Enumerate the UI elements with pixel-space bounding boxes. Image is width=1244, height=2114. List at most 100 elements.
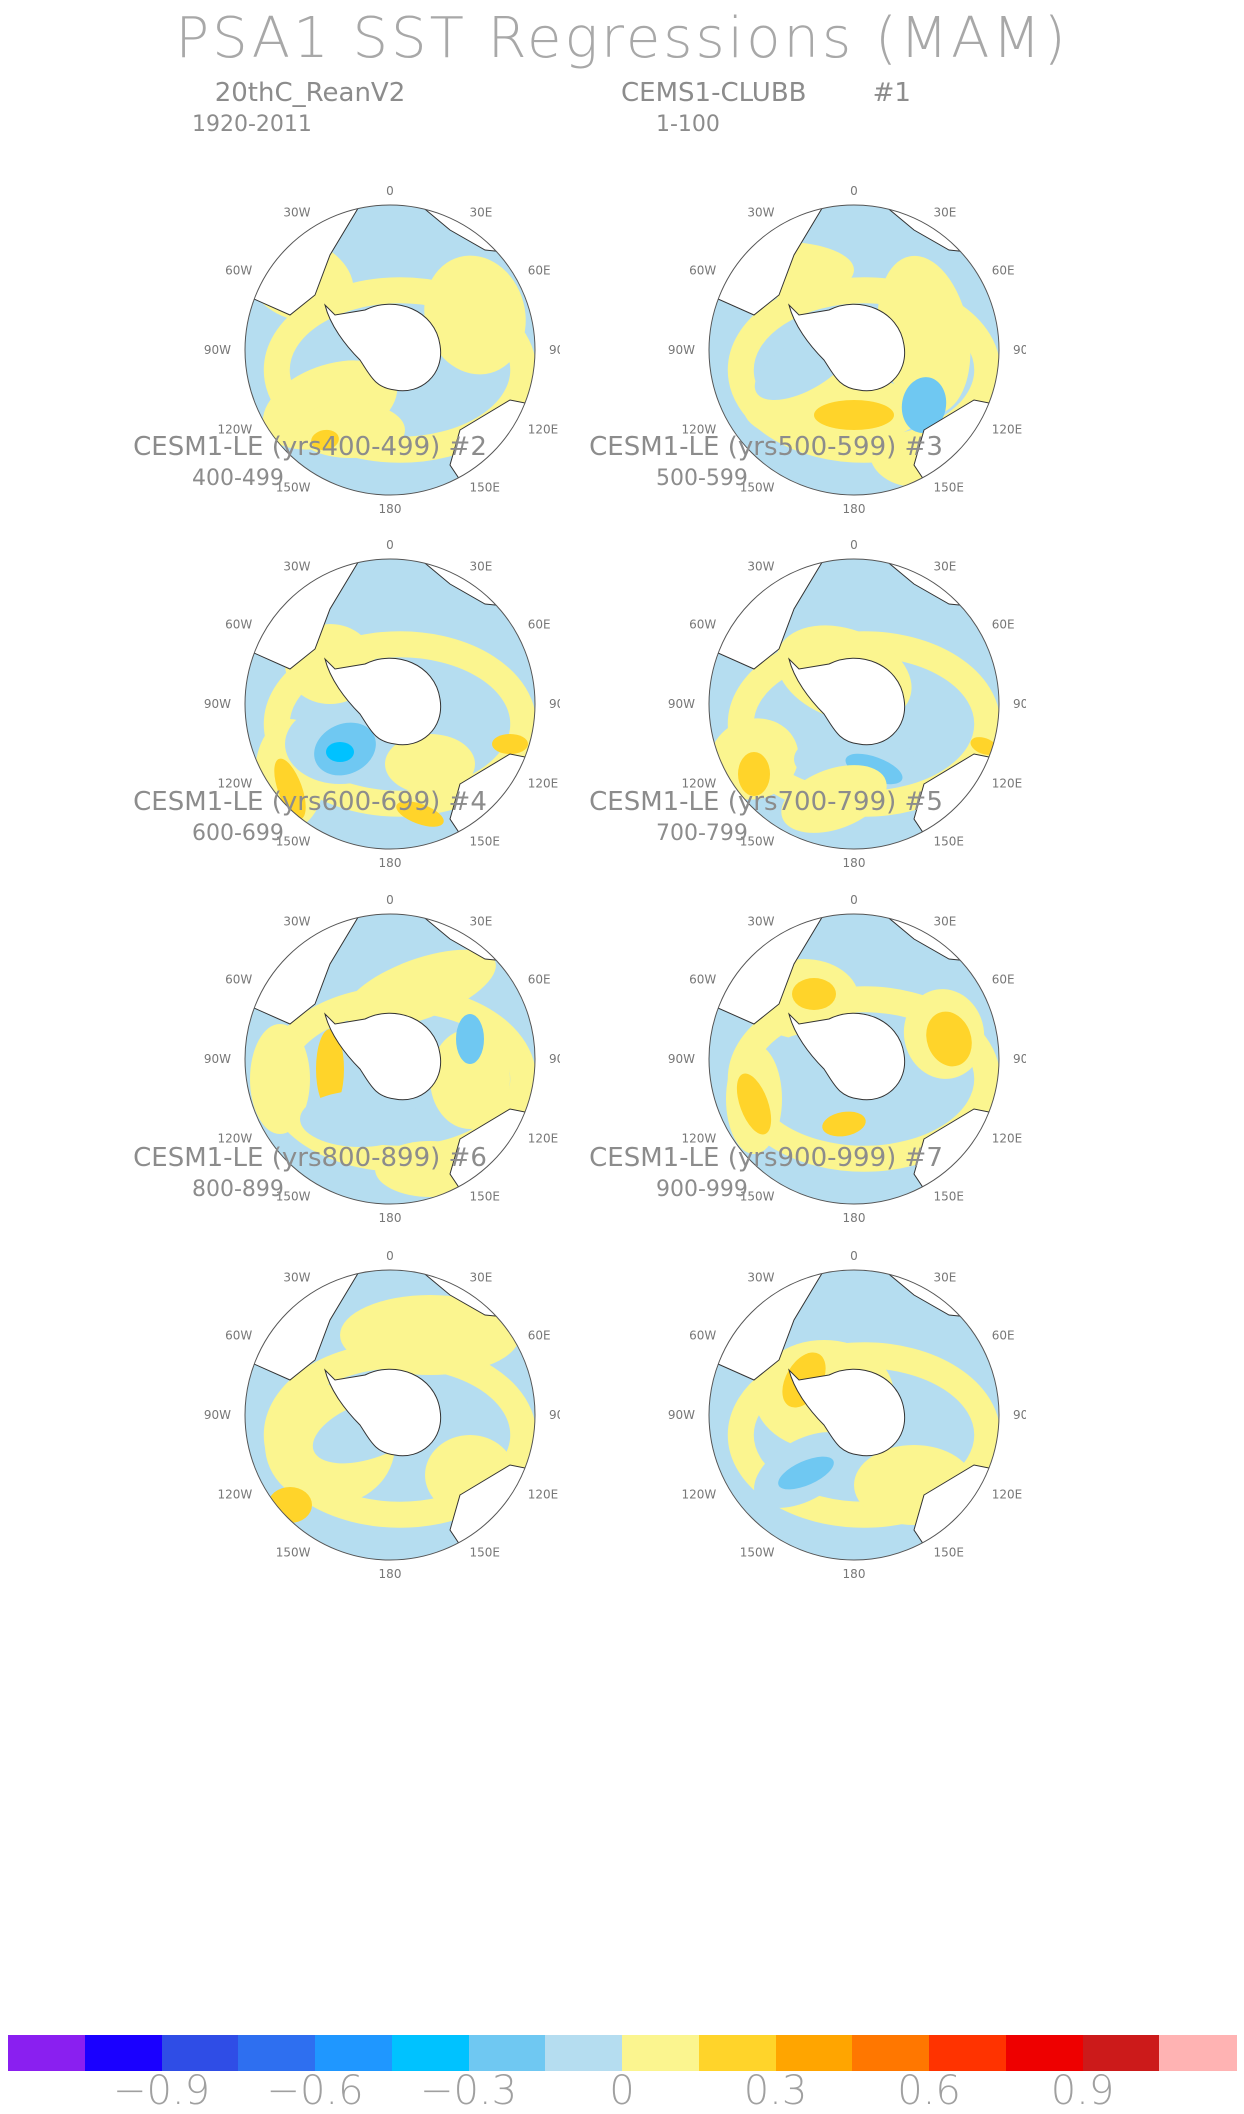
colorbar-tick-label: 0 [609, 2068, 635, 2114]
polar-map: 0 30E 60E 90E 120E 150E 180 150W 120W 90W 60W 30W [668, 1249, 1026, 1581]
panel-title-text: CEMS1-CLUBB [621, 78, 807, 108]
longitude-label: 180 [843, 856, 866, 870]
anomaly-contour [456, 1014, 484, 1064]
longitude-label: 120W [218, 777, 253, 791]
colorbar-segment [315, 2035, 393, 2071]
anomaly-contour [344, 949, 496, 1029]
anomaly-contour [822, 1111, 866, 1137]
anomaly-contour [326, 742, 354, 762]
longitude-label: 90W [204, 1052, 231, 1066]
longitude-label: 60W [689, 1329, 716, 1343]
colorbar-tick-label: −0.9 [112, 2068, 211, 2114]
longitude-label: 0 [850, 893, 858, 907]
anomaly-contour [274, 758, 306, 820]
longitude-label: 150W [276, 1546, 311, 1560]
panel-tag: #3 [896, 432, 943, 462]
polar-map: 0 30E 60E 90E 120E 150E 180 150W 120W 90W 60W 30W [204, 538, 560, 870]
longitude-label: 150W [740, 481, 775, 495]
panel-title-text: CESM1-LE (yrs700-799) [589, 787, 897, 817]
anomaly-contour [424, 255, 526, 375]
antarctica-landmass [324, 1368, 442, 1457]
colorbar-tick-label: −0.3 [419, 2068, 518, 2114]
longitude-label: 30W [283, 205, 310, 219]
longitude-label: 60E [992, 973, 1015, 987]
longitude-label: 0 [850, 184, 858, 198]
map-boundary [708, 558, 1000, 850]
longitude-label: 30W [283, 559, 310, 573]
longitude-label: 180 [379, 1211, 402, 1225]
anomaly-contour [340, 1295, 520, 1375]
longitude-label: 30E [934, 205, 957, 219]
polar-map: 0 30E 60E 90E 120E 150E 180 150W 120W 90W 60W 30W [668, 893, 1026, 1225]
colorbar-segment [468, 2035, 546, 2071]
map-panel: CEMS1-CLUBB #1 1-100 0 30E 60E 90E 120E 150E 180… [466, 78, 1026, 548]
colorbar-segment [1005, 2035, 1083, 2071]
anomaly-contour [316, 1029, 344, 1109]
anomaly-contour [736, 1073, 772, 1135]
panel-period: 500-599 [656, 466, 748, 491]
colorbar [8, 2035, 1237, 2071]
longitude-label: 90E [1013, 1408, 1026, 1422]
longitude-label: 120W [218, 1132, 253, 1146]
longitude-label: 150E [934, 835, 965, 849]
anomaly-contour [814, 400, 894, 430]
longitude-label: 180 [379, 856, 402, 870]
longitude-label: 120W [682, 423, 717, 437]
longitude-label: 180 [379, 502, 402, 516]
longitude-label: 150E [470, 835, 501, 849]
longitude-label: 90W [204, 343, 231, 357]
map-panel: CESM1-LE (yrs400-499) #2 400-499 0 30E 60E 90… [0, 432, 560, 902]
longitude-label: 60E [528, 1329, 551, 1343]
map-panel: CESM1-LE (yrs500-599) #3 500-599 0 30E 60E 90… [466, 432, 1026, 902]
anomaly-contour [250, 1024, 310, 1134]
longitude-label: 120E [992, 777, 1023, 791]
anomaly-contour [385, 734, 475, 794]
longitude-label: 60W [225, 264, 252, 278]
panel-tag: #1 [806, 78, 911, 108]
longitude-label: 90E [1013, 697, 1026, 711]
anomaly-contour [738, 752, 770, 796]
longitude-label: 120E [528, 423, 559, 437]
map-boundary [244, 558, 536, 850]
longitude-label: 150E [470, 1546, 501, 1560]
longitude-label: 30W [747, 1270, 774, 1284]
longitude-label: 30E [934, 1270, 957, 1284]
colorbar-segment [1159, 2035, 1237, 2071]
panel-title: CESM1-LE (yrs700-799) #5 [556, 787, 976, 817]
longitude-label: 0 [850, 1249, 858, 1263]
colorbar-segment [238, 2035, 316, 2071]
longitude-label: 30W [747, 205, 774, 219]
longitude-label: 90E [549, 1408, 560, 1422]
panel-period: 600-699 [192, 821, 284, 846]
map-boundary [708, 204, 1000, 496]
longitude-label: 60W [689, 264, 716, 278]
longitude-label: 150W [276, 835, 311, 849]
longitude-label: 90E [549, 1052, 560, 1066]
longitude-label: 150E [934, 1190, 965, 1204]
colorbar-tick-label: −0.6 [266, 2068, 364, 2114]
antarctica-landmass [324, 1012, 442, 1101]
anomaly-contour [792, 978, 836, 1010]
longitude-label: 90W [668, 1052, 695, 1066]
anomaly-contour [268, 1487, 312, 1523]
polar-map: 0 30E 60E 90E 120E 150E 180 150W 120W 90W 60W 30W [668, 184, 1026, 516]
longitude-label: 180 [843, 1567, 866, 1581]
panel-title: CESM1-LE (yrs900-999) #7 [556, 1143, 976, 1173]
panel-period: 800-899 [192, 1177, 284, 1202]
colorbar-tick-label: 0.6 [897, 2068, 961, 2114]
panel-title: CESM1-LE (yrs400-499) #2 [100, 432, 520, 462]
map-boundary [244, 913, 536, 1205]
panel-period: 400-499 [192, 466, 284, 491]
longitude-label: 150W [740, 835, 775, 849]
anomaly-contour [926, 1011, 972, 1067]
anomaly-contour [430, 1029, 510, 1129]
antarctica-landmass [788, 1012, 906, 1101]
colorbar-tick-label: 0.9 [1050, 2068, 1115, 2114]
map-panel: CESM1-LE (yrs800-899) #6 800-899 0 30E 60E 90… [0, 1143, 560, 1613]
colorbar-segment [698, 2035, 776, 2071]
colorbar-segment [8, 2035, 86, 2071]
longitude-label: 0 [850, 538, 858, 552]
longitude-label: 60E [992, 264, 1015, 278]
anomaly-contour [396, 801, 444, 827]
panel-title-text: CESM1-LE (yrs500-599) [589, 432, 897, 462]
